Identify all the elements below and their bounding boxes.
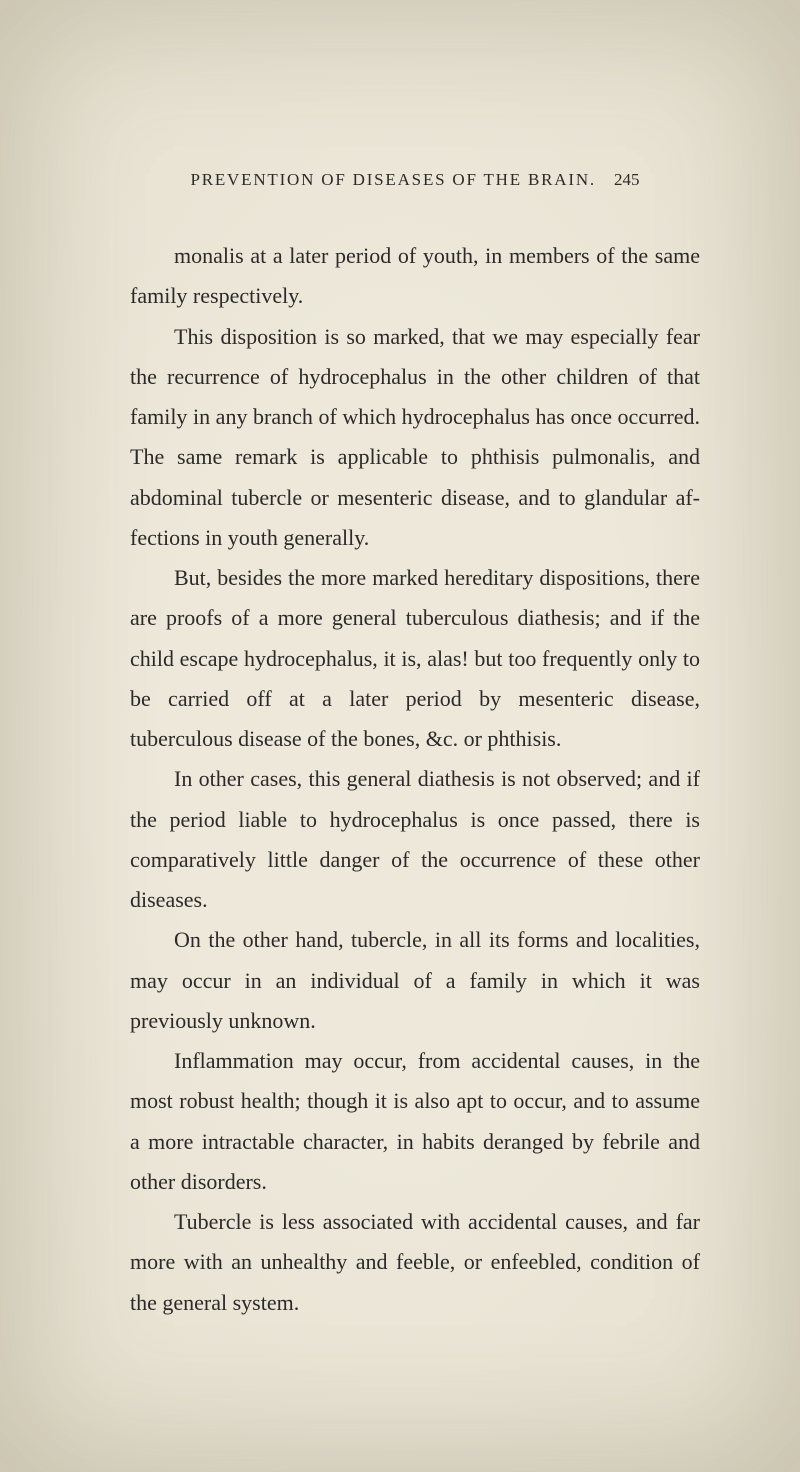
paragraph: monalis at a later period of youth, in m… (130, 236, 700, 317)
running-head-title: PREVENTION OF DISEASES OF THE BRAIN. (190, 170, 595, 189)
book-page: PREVENTION OF DISEASES OF THE BRAIN. 245… (0, 0, 800, 1472)
paragraph: Inflammation may occur, from accidental … (130, 1041, 700, 1202)
paragraph: Tubercle is less associated with acciden… (130, 1202, 700, 1323)
paragraph: In other cases, this general diathesis i… (130, 759, 700, 920)
running-head: PREVENTION OF DISEASES OF THE BRAIN. 245 (130, 170, 700, 190)
paragraph: But, besides the more marked hereditary … (130, 558, 700, 759)
paragraph: This disposition is so marked, that we m… (130, 317, 700, 559)
paragraph: On the other hand, tubercle, in all its … (130, 920, 700, 1041)
body-text: monalis at a later period of youth, in m… (130, 236, 700, 1323)
page-number: 245 (614, 170, 640, 189)
